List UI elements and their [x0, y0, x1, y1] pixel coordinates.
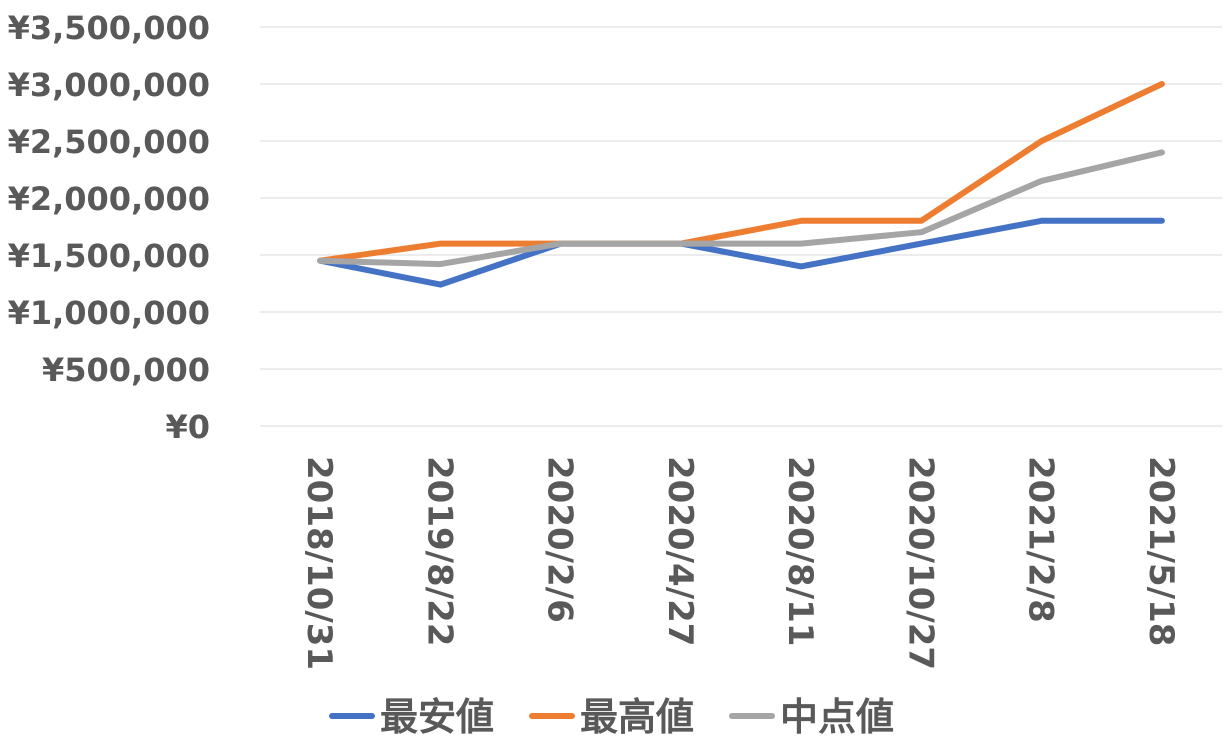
series-line-1: [317, 81, 1165, 264]
legend-item: 最安値: [329, 695, 494, 739]
y-axis-tick-labels: ¥0 ¥500,000 ¥1,000,000 ¥1,500,000 ¥2,000,000…: [8, 9, 210, 446]
legend-item: 最高値: [529, 695, 694, 739]
series-lines: [317, 81, 1165, 288]
legend-item: 中点値: [729, 695, 894, 739]
y-tick-label: ¥3,500,000: [8, 9, 210, 47]
x-tick-label: 2018/10/31: [299, 456, 339, 670]
legend-label: 最高値: [580, 695, 694, 739]
x-tick-label: 2020/8/11: [780, 456, 820, 646]
x-axis-tick-labels: 2018/10/31 2019/8/22 2020/2/6 2020/4/27 2020…: [299, 456, 1181, 670]
x-tick-label: 2019/8/22: [419, 456, 459, 646]
legend-label: 最安値: [380, 695, 494, 739]
gridlines: [260, 26, 1222, 427]
series-line-0: [317, 217, 1165, 288]
y-tick-label: ¥1,500,000: [8, 237, 210, 275]
y-tick-label: ¥1,000,000: [8, 294, 210, 332]
y-tick-label: ¥3,000,000: [8, 66, 210, 104]
series-line-2: [317, 149, 1165, 268]
y-tick-label: ¥500,000: [42, 351, 210, 389]
legend-label: 中点値: [780, 695, 894, 739]
x-tick-label: 2020/10/27: [900, 456, 940, 670]
x-tick-label: 2020/2/6: [540, 456, 580, 623]
y-tick-label: ¥2,000,000: [8, 180, 210, 218]
y-tick-label: ¥0: [165, 408, 210, 446]
x-tick-label: 2021/5/18: [1141, 456, 1181, 646]
legend: 最安値 最高値 中点値: [329, 695, 894, 739]
x-tick-label: 2021/2/8: [1021, 456, 1061, 623]
y-tick-label: ¥2,500,000: [8, 123, 210, 161]
x-tick-label: 2020/4/27: [660, 456, 700, 646]
